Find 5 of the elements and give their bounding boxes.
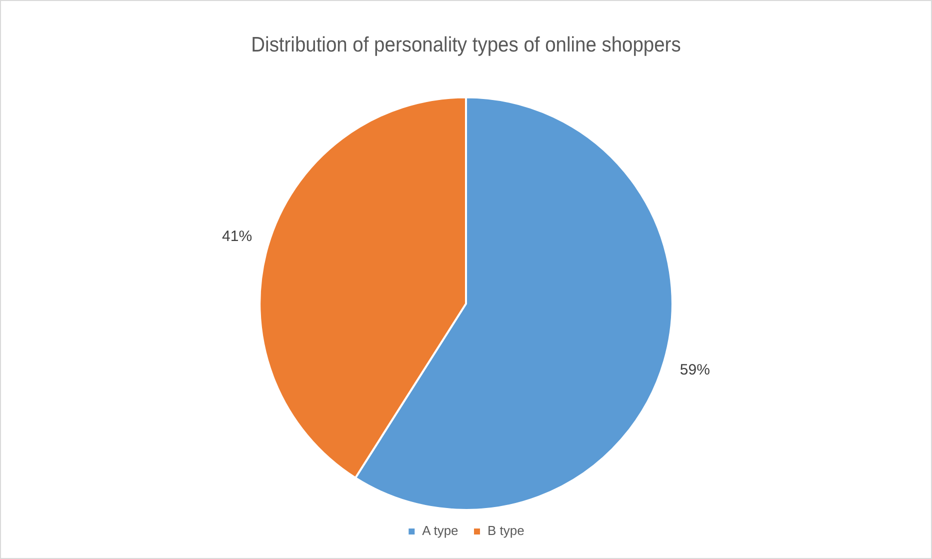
data-label: 41%: [222, 228, 252, 246]
chart-title: Distribution of personality types of online shoppers: [251, 34, 681, 57]
data-label: 59%: [680, 361, 710, 378]
legend-label: A type: [422, 523, 458, 538]
legend-label: B type: [488, 523, 524, 538]
